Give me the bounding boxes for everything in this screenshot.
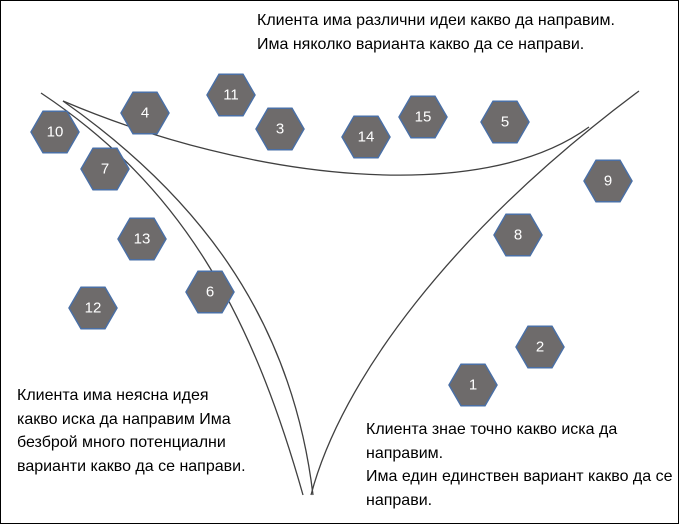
hexagon-8: 8 (493, 213, 543, 257)
hexagon-label: 7 (101, 161, 109, 178)
caption-top-line-2: Има няколко варианта какво да се направи… (257, 35, 585, 53)
hexagon-2: 2 (515, 325, 565, 369)
hexagon-shape (80, 147, 130, 191)
curve-left-outer (40, 92, 304, 496)
hexagon-label: 15 (415, 109, 432, 126)
caption-left: Клиента има неясна идея какво иска да на… (17, 384, 247, 478)
caption-right: Клиента знае точно какво иска да направи… (366, 418, 676, 512)
caption-top: Клиента има различни идеи какво да напра… (257, 9, 617, 56)
hexagon-11: 11 (206, 73, 256, 117)
hexagon-15: 15 (398, 95, 448, 139)
hexagon-shape (185, 270, 235, 314)
hexagon-shape (68, 286, 118, 330)
hexagon-shape (120, 91, 170, 135)
curve-right (310, 90, 640, 496)
hexagon-7: 7 (80, 147, 130, 191)
hexagon-shape (493, 213, 543, 257)
hexagon-label: 12 (85, 300, 102, 317)
caption-right-line-1: Клиента знае точно какво иска да направи… (366, 421, 618, 462)
hexagon-shape (515, 325, 565, 369)
hexagon-label: 11 (223, 87, 239, 104)
hexagon-label: 4 (141, 105, 149, 122)
hexagon-4: 4 (120, 91, 170, 135)
hexagon-6: 6 (185, 270, 235, 314)
curve-left-inner (62, 100, 314, 496)
hexagon-label: 9 (604, 173, 612, 190)
hexagon-label: 8 (514, 227, 522, 244)
caption-left-line-1: Клиента има неясна идея какво иска да на… (17, 387, 246, 475)
hexagon-shape (255, 107, 305, 151)
hexagon-label: 1 (469, 377, 477, 394)
caption-right-line-2: Има един единствен вариант какво да се н… (366, 468, 673, 509)
hexagon-shape (30, 110, 80, 154)
hexagon-label: 14 (358, 129, 375, 146)
caption-top-line-1: Клиента има различни идеи какво да напра… (257, 12, 615, 29)
hexagon-3: 3 (255, 107, 305, 151)
hexagon-shape (398, 95, 448, 139)
hexagon-13: 13 (117, 217, 167, 261)
hexagon-14: 14 (341, 115, 391, 159)
hexagon-1: 1 (448, 363, 498, 407)
hexagon-shape (117, 217, 167, 261)
hexagon-shape (583, 159, 633, 203)
hexagon-shape (480, 100, 530, 144)
hexagon-shape (206, 73, 256, 117)
hexagon-10: 10 (30, 110, 80, 154)
hexagon-label: 3 (276, 121, 284, 138)
hexagon-12: 12 (68, 286, 118, 330)
hexagon-label: 5 (501, 114, 509, 131)
hexagon-label: 13 (134, 231, 151, 248)
hexagon-label: 6 (206, 284, 214, 301)
hexagon-5: 5 (480, 100, 530, 144)
hexagon-shape (341, 115, 391, 159)
hexagon-shape (448, 363, 498, 407)
hexagon-9: 9 (583, 159, 633, 203)
hexagon-label: 10 (47, 124, 64, 141)
hexagon-label: 2 (536, 339, 544, 356)
